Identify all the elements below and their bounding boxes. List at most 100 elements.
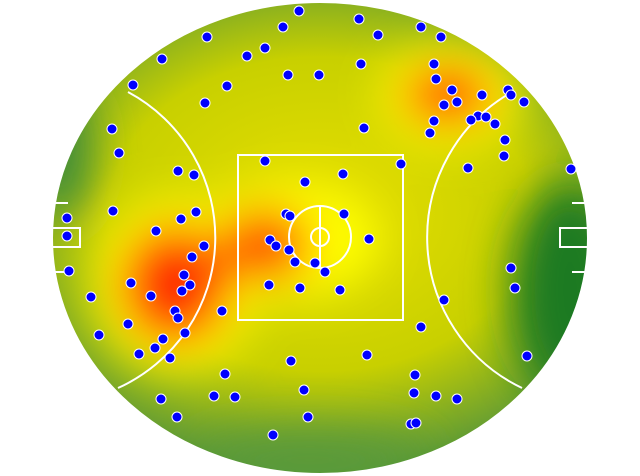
point xyxy=(198,240,210,252)
point xyxy=(127,79,139,91)
point xyxy=(430,73,442,85)
point xyxy=(337,168,349,180)
point xyxy=(241,50,253,62)
point xyxy=(176,285,188,297)
point xyxy=(284,210,296,222)
point xyxy=(309,257,321,269)
point xyxy=(361,349,373,361)
point xyxy=(63,265,75,277)
point xyxy=(113,147,125,159)
point xyxy=(372,29,384,41)
point xyxy=(313,69,325,81)
point xyxy=(179,327,191,339)
point xyxy=(188,169,200,181)
point xyxy=(293,5,305,17)
point xyxy=(164,352,176,364)
point xyxy=(499,134,511,146)
point xyxy=(199,97,211,109)
point xyxy=(171,411,183,423)
point xyxy=(505,89,517,101)
point xyxy=(430,390,442,402)
point xyxy=(505,262,517,274)
point xyxy=(219,368,231,380)
point xyxy=(465,114,477,126)
point xyxy=(409,369,421,381)
point xyxy=(259,155,271,167)
point xyxy=(283,244,295,256)
point xyxy=(438,99,450,111)
point xyxy=(363,233,375,245)
point xyxy=(285,355,297,367)
point xyxy=(565,163,577,175)
point xyxy=(358,122,370,134)
point xyxy=(282,69,294,81)
point xyxy=(61,212,73,224)
point xyxy=(410,417,422,429)
point xyxy=(338,208,350,220)
point xyxy=(294,282,306,294)
point xyxy=(498,150,510,162)
point xyxy=(480,111,492,123)
point xyxy=(302,411,314,423)
point xyxy=(216,305,228,317)
point xyxy=(149,342,161,354)
point xyxy=(175,213,187,225)
point xyxy=(229,391,241,403)
point xyxy=(438,294,450,306)
point xyxy=(106,123,118,135)
point xyxy=(509,282,521,294)
point xyxy=(446,84,458,96)
point xyxy=(122,318,134,330)
point xyxy=(150,225,162,237)
point xyxy=(415,321,427,333)
point xyxy=(319,266,331,278)
point xyxy=(208,390,220,402)
point xyxy=(428,115,440,127)
point xyxy=(190,206,202,218)
point xyxy=(157,333,169,345)
point xyxy=(298,384,310,396)
field-lines xyxy=(51,1,589,475)
point xyxy=(289,256,301,268)
point xyxy=(186,251,198,263)
point xyxy=(353,13,365,25)
point xyxy=(451,393,463,405)
point xyxy=(172,312,184,324)
point xyxy=(489,118,501,130)
point xyxy=(428,58,440,70)
point xyxy=(408,387,420,399)
point xyxy=(299,176,311,188)
point xyxy=(270,240,282,252)
point xyxy=(93,329,105,341)
point xyxy=(178,269,190,281)
point xyxy=(415,21,427,33)
point xyxy=(259,42,271,54)
point xyxy=(184,279,196,291)
point xyxy=(145,290,157,302)
point xyxy=(263,279,275,291)
point xyxy=(85,291,97,303)
point xyxy=(395,158,407,170)
point xyxy=(462,162,474,174)
point xyxy=(156,53,168,65)
point xyxy=(133,348,145,360)
point xyxy=(334,284,346,296)
point xyxy=(277,21,289,33)
point xyxy=(521,350,533,362)
point xyxy=(355,58,367,70)
point xyxy=(518,96,530,108)
point xyxy=(201,31,213,43)
point xyxy=(267,429,279,441)
point xyxy=(435,31,447,43)
point xyxy=(172,165,184,177)
point xyxy=(476,89,488,101)
point xyxy=(451,96,463,108)
point xyxy=(107,205,119,217)
point xyxy=(125,277,137,289)
point xyxy=(155,393,167,405)
point xyxy=(61,230,73,242)
point xyxy=(221,80,233,92)
